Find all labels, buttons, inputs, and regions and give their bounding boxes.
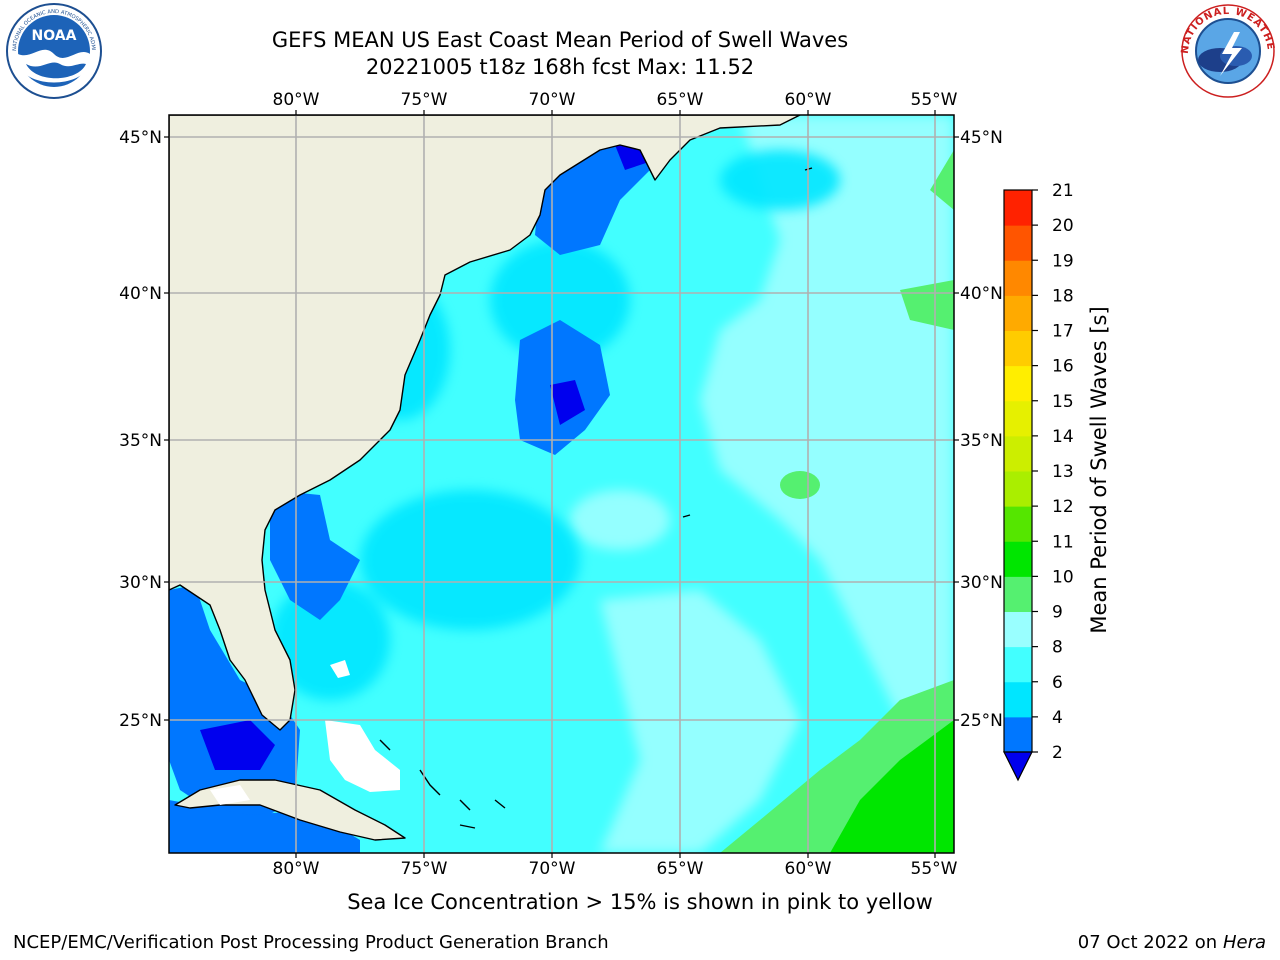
colorbar-tick-label: 21 <box>1052 181 1074 201</box>
colorbar-label: Mean Period of Swell Waves [s] <box>1087 306 1111 633</box>
lat-label: 40°N <box>119 284 162 304</box>
map-ticks <box>164 110 959 858</box>
colorbar-segment <box>1004 576 1032 612</box>
footer-host: Hera <box>1222 932 1266 953</box>
nws-logo-icon: NATIONAL WEATHER SERVICE <box>1176 2 1275 98</box>
colorbar-segment <box>1004 611 1032 648</box>
lat-label: 45°N <box>960 128 1003 148</box>
no-data-region <box>210 660 400 805</box>
chart-title: GEFS MEAN US East Coast Mean Period of S… <box>271 28 849 52</box>
colorbar-under-arrow <box>1003 751 1033 782</box>
lat-label: 40°N <box>960 284 1003 304</box>
colorbar-segment <box>1004 471 1032 507</box>
lat-label: 35°N <box>119 431 162 451</box>
colorbar-tick-label: 19 <box>1052 251 1074 271</box>
lat-label: 25°N <box>960 711 1003 731</box>
lat-label: 35°N <box>960 431 1003 451</box>
lat-label: 45°N <box>119 128 162 148</box>
lon-labels-bottom: 80°W 75°W 70°W 65°W 60°W 55°W <box>273 859 958 879</box>
lat-labels-left: 45°N 40°N 35°N 30°N 25°N <box>119 128 162 731</box>
lon-label: 80°W <box>273 90 320 110</box>
lon-labels-top: 80°W 75°W 70°W 65°W 60°W 55°W <box>273 90 958 110</box>
colorbar-tick-label: 2 <box>1052 743 1063 763</box>
colorbar-tick-label: 16 <box>1052 357 1074 377</box>
colorbar-tick-label: 8 <box>1052 638 1063 658</box>
colorbar-segment <box>1004 330 1032 367</box>
lon-label: 60°W <box>785 859 832 879</box>
lon-label: 80°W <box>273 859 320 879</box>
colorbar-segment <box>1004 260 1032 296</box>
colorbar: 2 4 6 8 9 10 11 12 13 14 15 16 17 18 19 20 21 <box>1003 181 1074 782</box>
colorbar-tick-label: 6 <box>1052 673 1063 693</box>
colorbar-tick-label: 12 <box>1052 497 1074 517</box>
colorbar-segment <box>1004 400 1032 437</box>
map-area <box>169 115 954 853</box>
colorbar-tick-label: 14 <box>1052 427 1074 447</box>
colorbar-tick-label: 20 <box>1052 216 1074 236</box>
lat-label: 30°N <box>960 573 1003 593</box>
lon-label: 55°W <box>911 90 958 110</box>
noaa-logo-icon: NOAA NATIONAL OCEANIC AND ATMOSPHERIC AD… <box>2 2 102 99</box>
map-frame <box>168 114 955 854</box>
swell-4-6s-region <box>270 150 840 700</box>
colorbar-segment <box>1004 190 1032 226</box>
swell-under-2s-region <box>200 140 660 770</box>
lon-label: 65°W <box>657 859 704 879</box>
colorbar-segment <box>1004 541 1032 577</box>
lat-labels-right: 45°N 40°N 35°N 30°N 25°N <box>960 128 1003 731</box>
north-america-land <box>169 115 801 731</box>
colorbar-tick-label: 11 <box>1052 532 1074 552</box>
noaa-logo-text: NOAA <box>32 28 77 44</box>
lon-label: 75°W <box>401 859 448 879</box>
lat-label: 30°N <box>119 573 162 593</box>
colorbar-segment <box>1004 681 1032 718</box>
colorbar-segment <box>1004 435 1032 472</box>
lon-label: 55°W <box>911 859 958 879</box>
footer-date-text: 07 Oct 2022 on <box>1077 932 1223 953</box>
colorbar-segment <box>1004 365 1032 402</box>
footer-date: 07 Oct 2022 on Hera <box>1078 932 1266 953</box>
colorbar-segment <box>1004 716 1032 753</box>
swell-9-11s-region <box>720 150 954 853</box>
colorbar-tick-label: 15 <box>1052 392 1074 412</box>
colorbar-tick-label: 13 <box>1052 462 1074 482</box>
colorbar-tick-label: 9 <box>1052 603 1063 623</box>
colorbar-segment <box>1004 646 1032 683</box>
lon-label: 70°W <box>529 90 576 110</box>
sea-ice-note: Sea Ice Concentration > 15% is shown in … <box>347 890 933 914</box>
lon-label: 60°W <box>785 90 832 110</box>
colorbar-tick-label: 17 <box>1052 322 1074 342</box>
lat-label: 25°N <box>119 711 162 731</box>
colorbar-tick-label: 10 <box>1052 567 1074 587</box>
swell-8-9s-region <box>570 115 954 853</box>
chart-subtitle: 20221005 t18z 168h fcst Max: 11.52 <box>365 55 755 79</box>
map-grid <box>169 115 954 853</box>
colorbar-segment <box>1004 506 1032 542</box>
colorbar-segment <box>1004 295 1032 331</box>
lon-label: 65°W <box>657 90 704 110</box>
colorbar-segment <box>1004 225 1032 261</box>
lon-label: 75°W <box>401 90 448 110</box>
lon-label: 70°W <box>529 859 576 879</box>
footer-credit: NCEP/EMC/Verification Post Processing Pr… <box>13 932 609 953</box>
colorbar-tick-label: 4 <box>1052 708 1063 728</box>
colorbar-tick-label: 18 <box>1052 286 1074 306</box>
